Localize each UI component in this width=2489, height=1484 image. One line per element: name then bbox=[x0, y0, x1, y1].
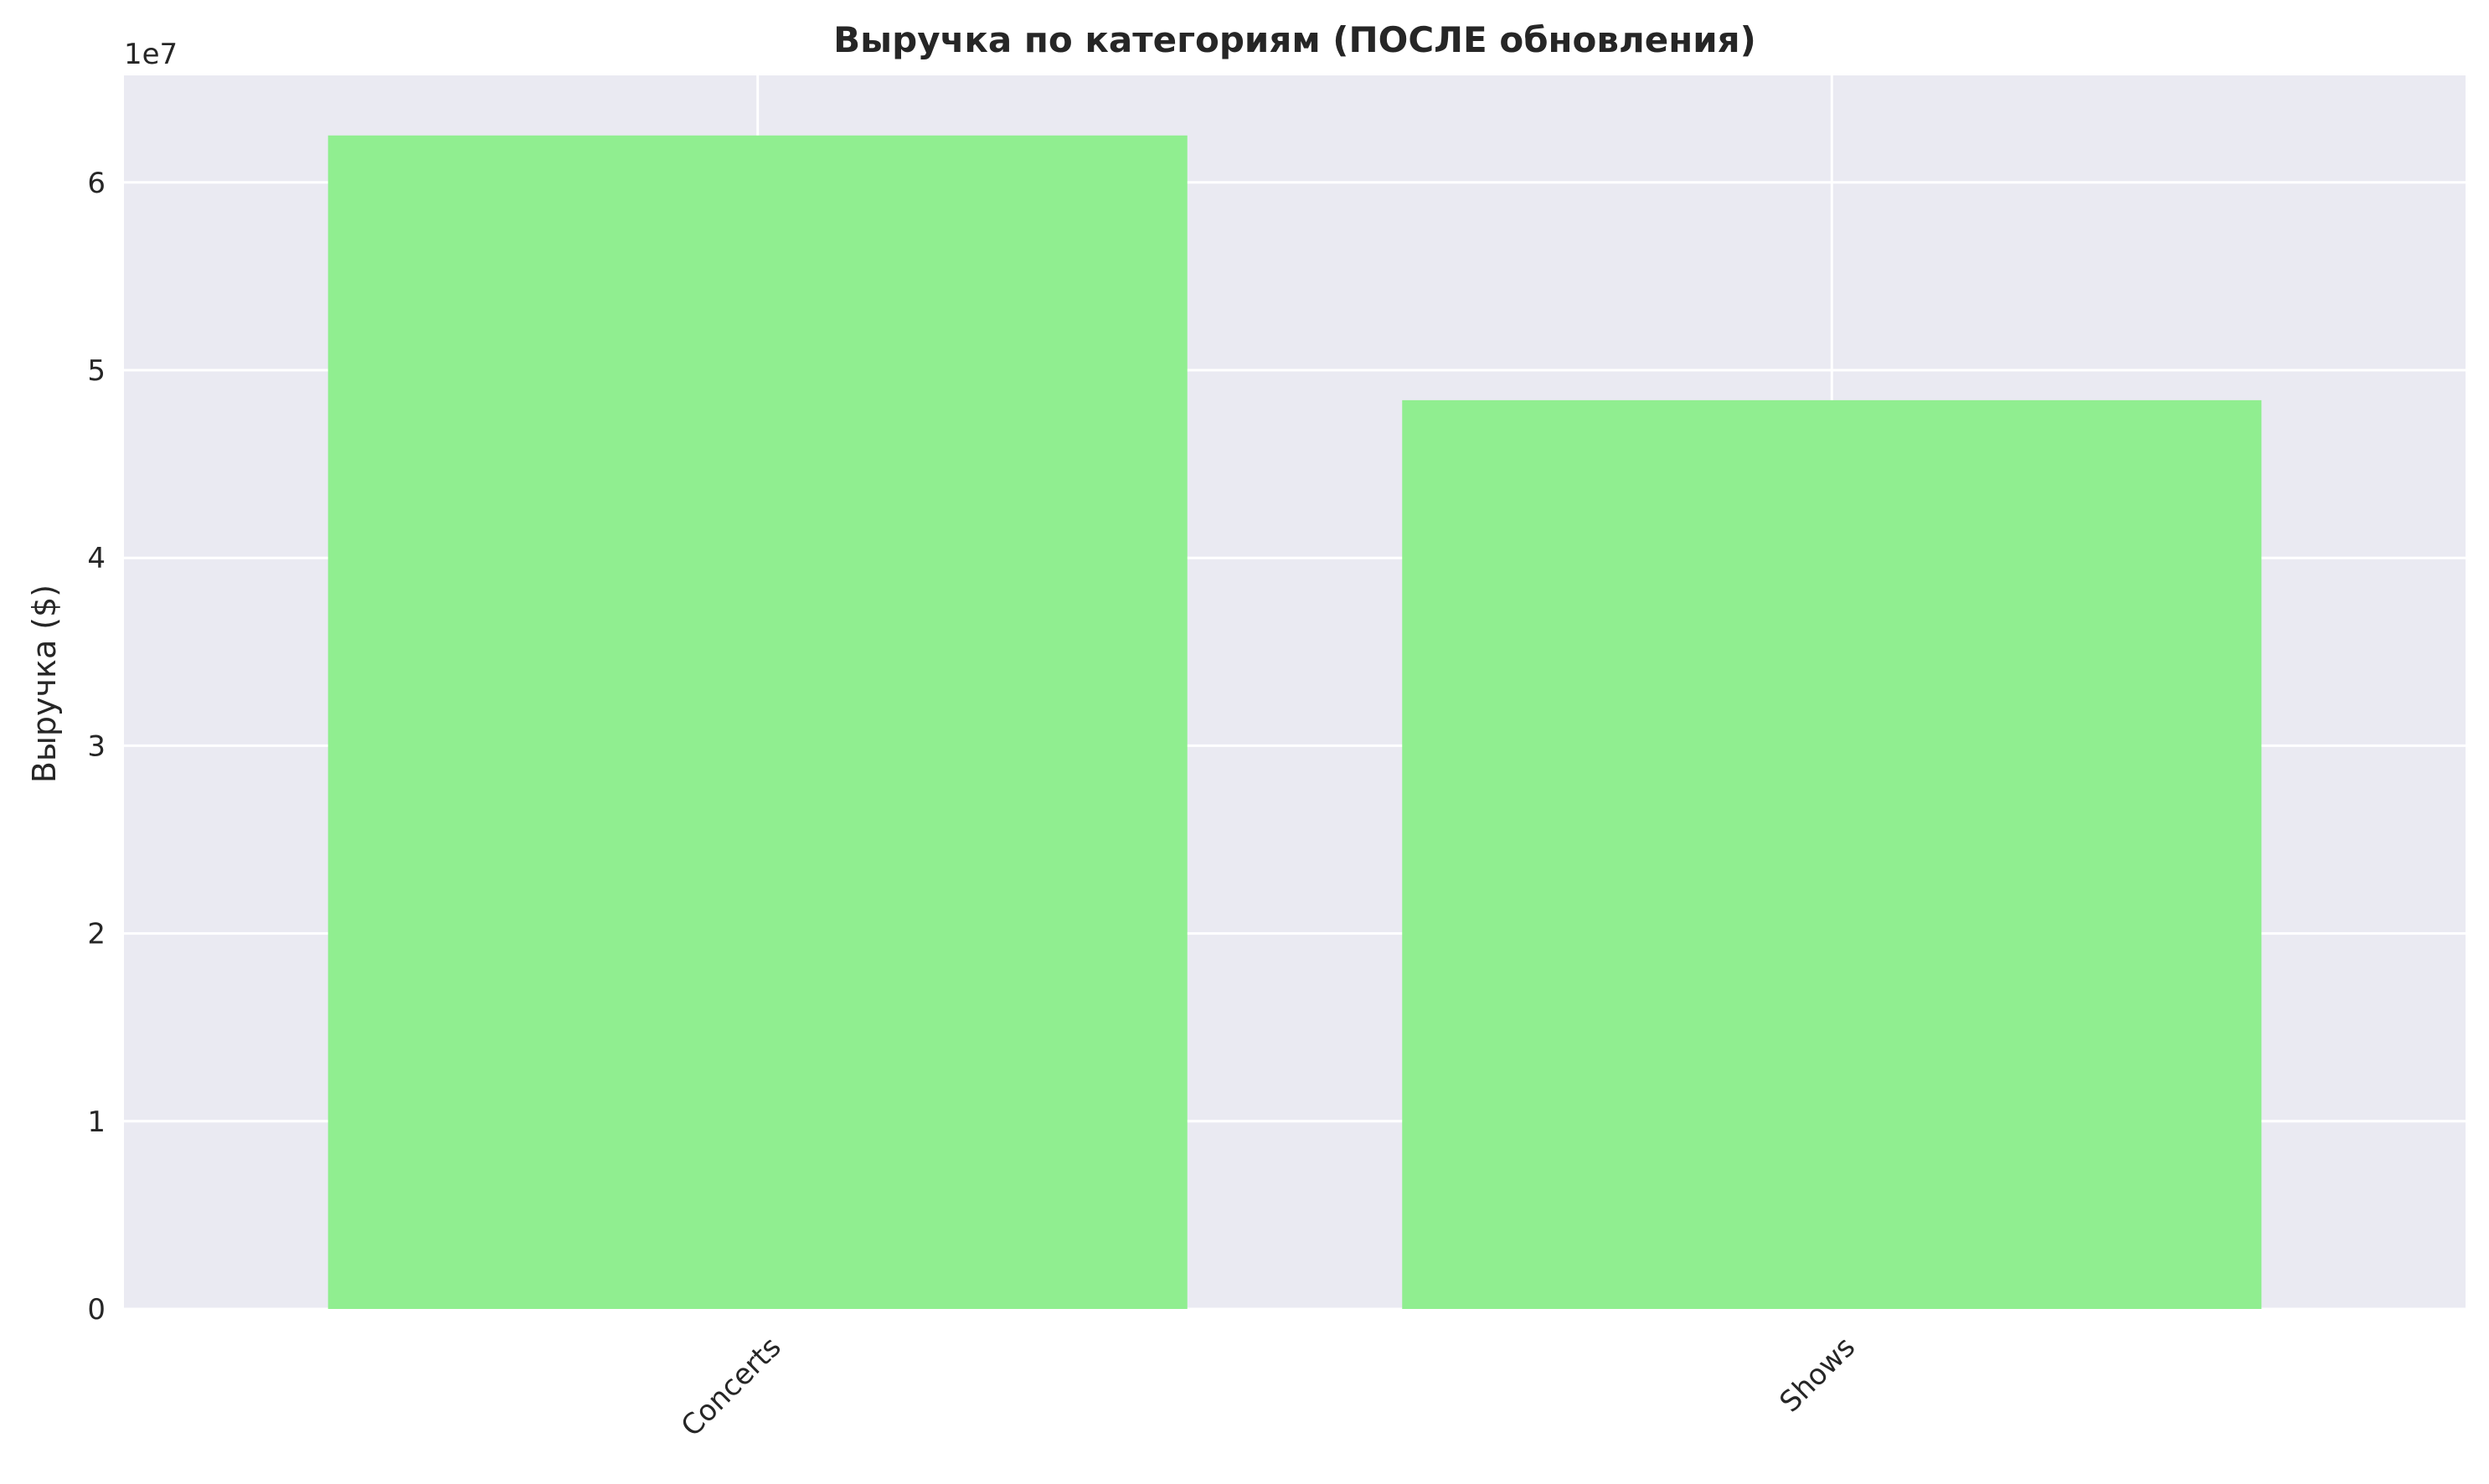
bars bbox=[327, 135, 2262, 1310]
y-tick-label: 1 bbox=[87, 1105, 106, 1139]
y-tick-label: 2 bbox=[87, 918, 106, 951]
y-tick-label: 6 bbox=[87, 167, 106, 200]
y-tick-label: 5 bbox=[87, 354, 106, 388]
bar-concerts bbox=[327, 135, 1188, 1310]
y-tick-label: 0 bbox=[87, 1293, 106, 1327]
y-axis-label: Выручка ($) bbox=[26, 585, 63, 783]
x-tick-label: Shows bbox=[1773, 1331, 1862, 1420]
y-tick-label: 3 bbox=[87, 729, 106, 763]
bar-shows bbox=[1402, 399, 2262, 1310]
y-axis-offset-label: 1e7 bbox=[124, 38, 178, 71]
chart-title: Выручка по категориям (ПОСЛЕ обновления) bbox=[833, 19, 1756, 60]
y-tick-label: 4 bbox=[87, 542, 106, 575]
x-tick-label: Concerts bbox=[675, 1331, 788, 1444]
